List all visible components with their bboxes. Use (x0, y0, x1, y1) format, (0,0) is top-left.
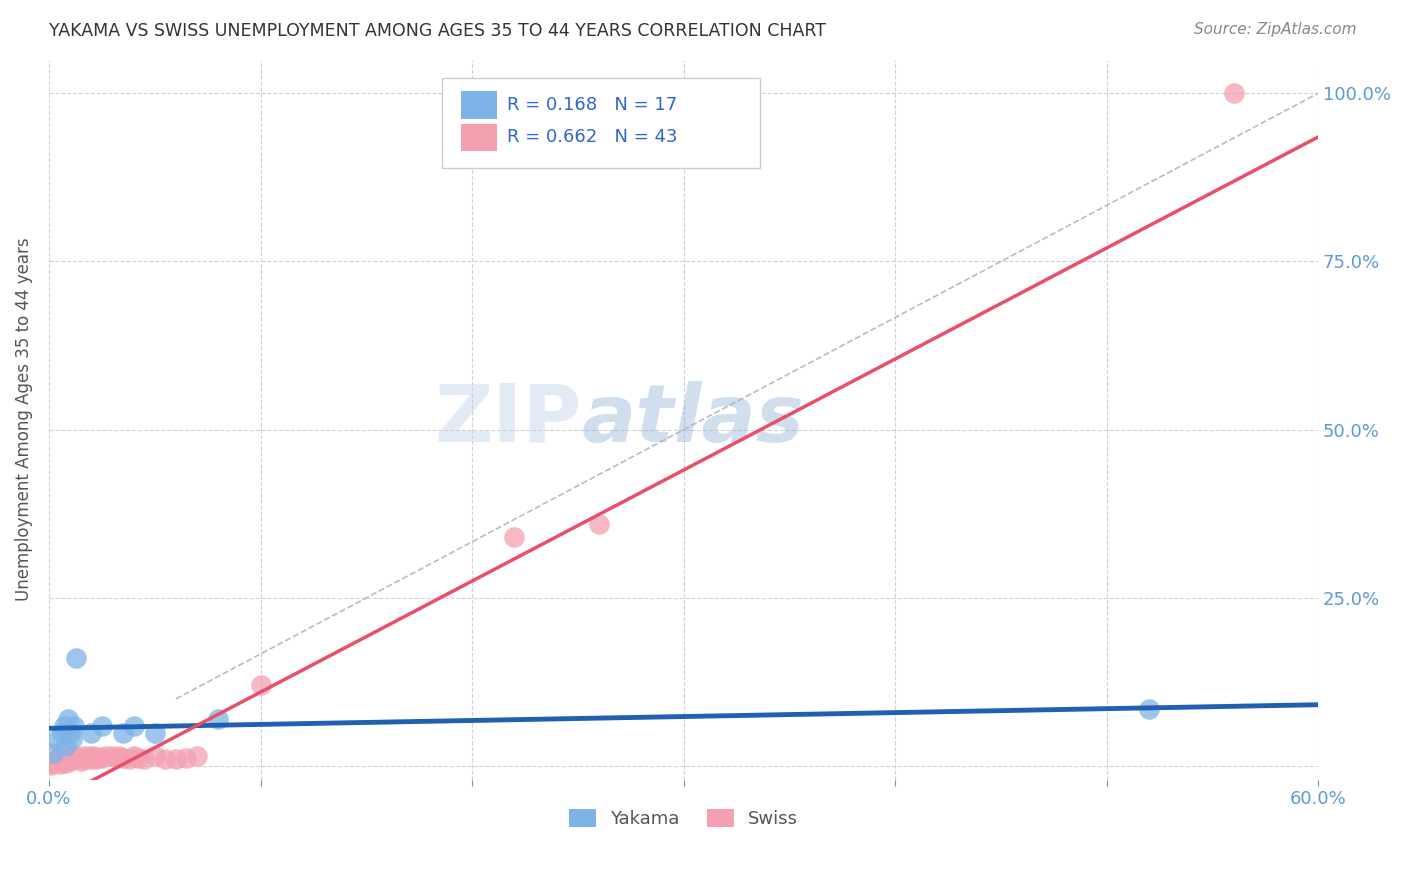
Point (48, 749, 70, 764)
Point (118, 752, 141, 766)
Point (73, 752, 96, 766)
Point (59, 725, 82, 739)
Text: ZIP: ZIP (434, 381, 582, 458)
Point (111, 751, 134, 765)
Point (1137, 702, 1160, 716)
Point (76, 751, 98, 765)
Point (143, 725, 166, 739)
Point (46, 732, 69, 747)
Point (67, 751, 90, 765)
Text: R = 0.168   N = 17: R = 0.168 N = 17 (508, 96, 678, 114)
Point (42, 746, 65, 760)
Point (84, 752, 107, 766)
Point (55, 739, 77, 753)
Bar (461, 91, 496, 119)
Point (207, 712, 229, 726)
Point (155, 752, 177, 766)
Point (176, 751, 198, 765)
Point (107, 749, 129, 764)
Point (48, 757, 70, 772)
Point (63, 749, 86, 764)
Point (65, 752, 87, 766)
Point (55, 756, 77, 770)
Point (72, 749, 94, 764)
Point (59, 754, 82, 768)
Point (122, 749, 145, 764)
Point (39, 757, 62, 772)
Point (94, 749, 117, 764)
Point (186, 749, 208, 764)
Text: Source: ZipAtlas.com: Source: ZipAtlas.com (1194, 22, 1357, 37)
Text: YAKAMA VS SWISS UNEMPLOYMENT AMONG AGES 35 TO 44 YEARS CORRELATION CHART: YAKAMA VS SWISS UNEMPLOYMENT AMONG AGES … (49, 22, 827, 40)
Point (249, 678, 271, 692)
Point (77, 749, 100, 764)
Point (134, 752, 156, 766)
Bar (461, 124, 496, 151)
Point (90, 751, 112, 765)
Text: atlas: atlas (582, 381, 804, 458)
Point (503, 530, 526, 544)
Point (86, 750, 108, 764)
FancyBboxPatch shape (443, 78, 759, 168)
Point (127, 751, 149, 765)
Point (44, 754, 66, 768)
Point (63, 719, 86, 733)
Text: R = 0.662   N = 43: R = 0.662 N = 43 (508, 128, 678, 146)
Point (165, 752, 187, 766)
Point (1222, 87, 1244, 101)
Point (42, 756, 65, 770)
Point (101, 749, 124, 764)
Point (51, 725, 73, 739)
Legend: Yakama, Swiss: Yakama, Swiss (561, 802, 806, 836)
Point (122, 719, 145, 733)
Point (90, 719, 112, 733)
Point (82, 749, 104, 764)
Point (60, 732, 83, 747)
Point (143, 749, 166, 764)
Point (51, 754, 73, 768)
Point (111, 725, 134, 739)
Point (56, 751, 79, 765)
Point (80, 725, 103, 739)
Point (52, 719, 75, 733)
Point (65, 651, 87, 665)
Point (588, 516, 610, 531)
Point (60, 752, 83, 766)
Point (80, 752, 103, 766)
Point (52, 752, 75, 766)
Point (46, 752, 69, 766)
Y-axis label: Unemployment Among Ages 35 to 44 years: Unemployment Among Ages 35 to 44 years (15, 238, 32, 601)
Point (69, 754, 91, 768)
Point (56, 712, 79, 726)
Point (105, 751, 128, 765)
